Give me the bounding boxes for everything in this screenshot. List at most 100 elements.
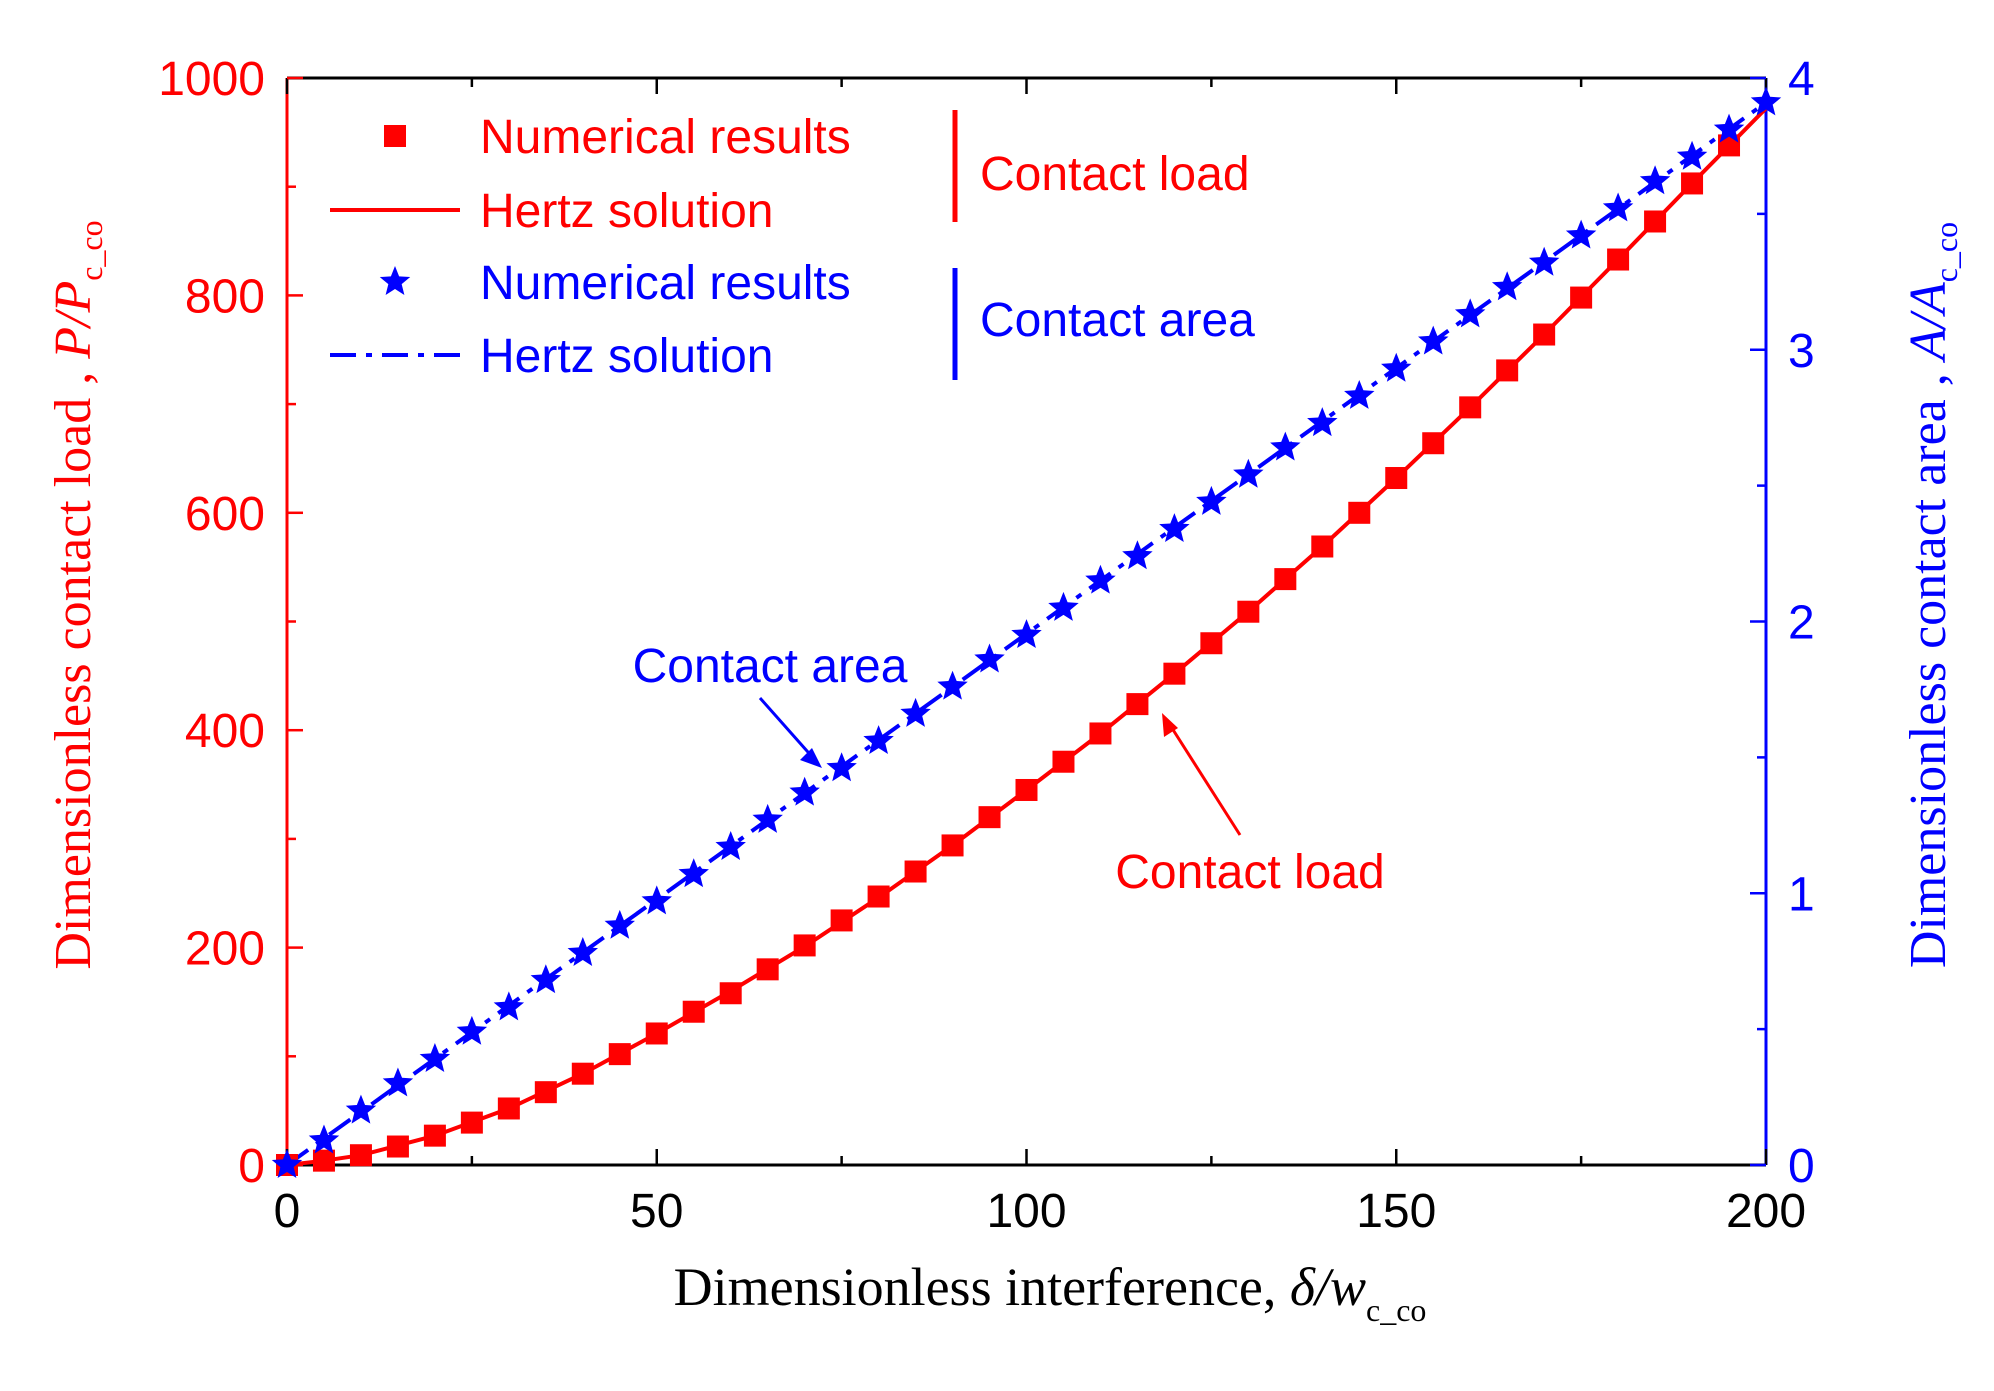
y-right-tick-label: 1 xyxy=(1788,868,1815,921)
annotation-arrowhead xyxy=(800,748,822,768)
area-marker xyxy=(345,1094,377,1124)
area-marker xyxy=(271,1149,303,1178)
area-marker xyxy=(826,752,857,782)
area-marker xyxy=(1196,485,1227,515)
area-marker xyxy=(308,1124,340,1154)
load-marker xyxy=(1570,286,1593,309)
load-marker xyxy=(1644,210,1667,233)
area-marker xyxy=(937,670,968,700)
load-marker xyxy=(1607,248,1630,271)
area-marker xyxy=(1713,113,1745,143)
x-tick-label: 0 xyxy=(274,1185,301,1238)
load-marker xyxy=(1126,693,1149,716)
load-marker xyxy=(719,982,742,1005)
area-marker xyxy=(530,964,562,994)
legend-group-label: Contact load xyxy=(980,148,1250,201)
area-marker xyxy=(752,803,783,833)
load-marker xyxy=(941,834,964,857)
series-line-contact-area xyxy=(285,100,1768,1167)
load-marker xyxy=(904,860,927,883)
annotation-arrowhead xyxy=(1162,713,1178,737)
area-marker xyxy=(1159,513,1190,543)
load-marker xyxy=(867,885,890,908)
y-left-tick-label: 800 xyxy=(185,270,265,323)
load-marker xyxy=(1533,323,1556,346)
x-tick-label: 200 xyxy=(1726,1185,1806,1238)
area-marker xyxy=(715,831,746,860)
y-left-tick-label: 400 xyxy=(185,705,265,758)
area-marker xyxy=(641,885,672,915)
y-right-tick-label: 0 xyxy=(1788,1140,1815,1193)
area-marker xyxy=(456,1015,488,1045)
load-marker xyxy=(1015,778,1038,801)
annotation-arrow xyxy=(1168,724,1242,836)
area-marker xyxy=(1565,219,1597,249)
y-left-label-prefix: Dimensionless contact load , xyxy=(45,359,102,970)
area-marker xyxy=(604,909,635,939)
annotation-arrow xyxy=(758,697,817,761)
y-left-tick-label: 200 xyxy=(185,923,265,976)
y-right-label-symbol: A/A xyxy=(1900,282,1957,363)
x-label: Dimensionless interference, δ/wc_co xyxy=(674,1257,1427,1328)
y-left-tick-label: 1000 xyxy=(158,53,265,106)
area-marker xyxy=(1048,591,1079,621)
area-marker xyxy=(493,991,525,1021)
y-left-tick-label: 600 xyxy=(185,488,265,541)
legend-label: Numerical results xyxy=(480,257,851,310)
area-marker xyxy=(1381,352,1412,382)
area-marker xyxy=(1639,165,1671,195)
load-marker xyxy=(1348,501,1371,524)
area-marker xyxy=(567,937,599,966)
load-marker xyxy=(1422,432,1445,455)
load-marker xyxy=(1496,359,1519,382)
area-marker xyxy=(1011,619,1042,649)
area-marker xyxy=(974,643,1005,673)
load-marker xyxy=(756,958,779,981)
load-marker xyxy=(978,806,1001,829)
load-marker xyxy=(608,1043,631,1066)
x-tick-label: 50 xyxy=(630,1185,683,1238)
area-marker xyxy=(382,1067,414,1097)
area-marker xyxy=(1676,140,1708,170)
annotation-label: Contact load xyxy=(1115,846,1385,899)
load-marker xyxy=(830,909,853,932)
area-marker xyxy=(1307,407,1338,437)
y-right-tick-label: 3 xyxy=(1788,325,1815,378)
area-marker xyxy=(900,697,931,727)
load-marker xyxy=(1052,750,1075,773)
load-marker xyxy=(460,1111,483,1134)
plot-layer: 0 50 100 150 2000200400600800100001234Numeri… xyxy=(158,53,1814,1238)
area-marker xyxy=(789,776,820,806)
load-marker xyxy=(497,1097,520,1120)
legend-label: Hertz solution xyxy=(480,185,773,238)
area-marker xyxy=(1528,246,1560,276)
x-tick-label: 100 xyxy=(986,1185,1066,1238)
area-marker xyxy=(1085,564,1116,594)
area-marker xyxy=(1270,431,1301,461)
x-tick-label: 150 xyxy=(1356,1185,1436,1238)
legend-square-icon xyxy=(384,125,406,147)
load-marker xyxy=(645,1022,668,1045)
area-marker xyxy=(678,858,709,888)
y-right-tick-label: 2 xyxy=(1788,597,1815,650)
y-right-label-sub: c_co xyxy=(1928,222,1964,282)
load-marker xyxy=(1274,568,1297,591)
area-marker xyxy=(863,725,894,755)
area-marker xyxy=(1750,86,1782,116)
load-marker xyxy=(312,1149,335,1172)
load-marker xyxy=(1200,632,1223,655)
load-marker xyxy=(1237,600,1260,623)
load-marker xyxy=(793,934,816,957)
load-marker xyxy=(386,1135,409,1158)
legend-label: Hertz solution xyxy=(480,330,773,383)
load-marker xyxy=(534,1081,557,1104)
x-label-symbol: δ/w xyxy=(1290,1257,1366,1317)
load-marker xyxy=(1311,535,1334,558)
annotation-label: Contact area xyxy=(633,640,908,693)
area-marker xyxy=(1122,540,1153,570)
y-right-label: Dimensionless contact area , A/Ac_co xyxy=(1900,222,1964,968)
y-left-tick-label: 0 xyxy=(238,1140,265,1193)
y-left-label: Dimensionless contact load , P/Pc_co xyxy=(45,220,109,969)
y-right-label-prefix: Dimensionless contact area , xyxy=(1900,360,1957,968)
